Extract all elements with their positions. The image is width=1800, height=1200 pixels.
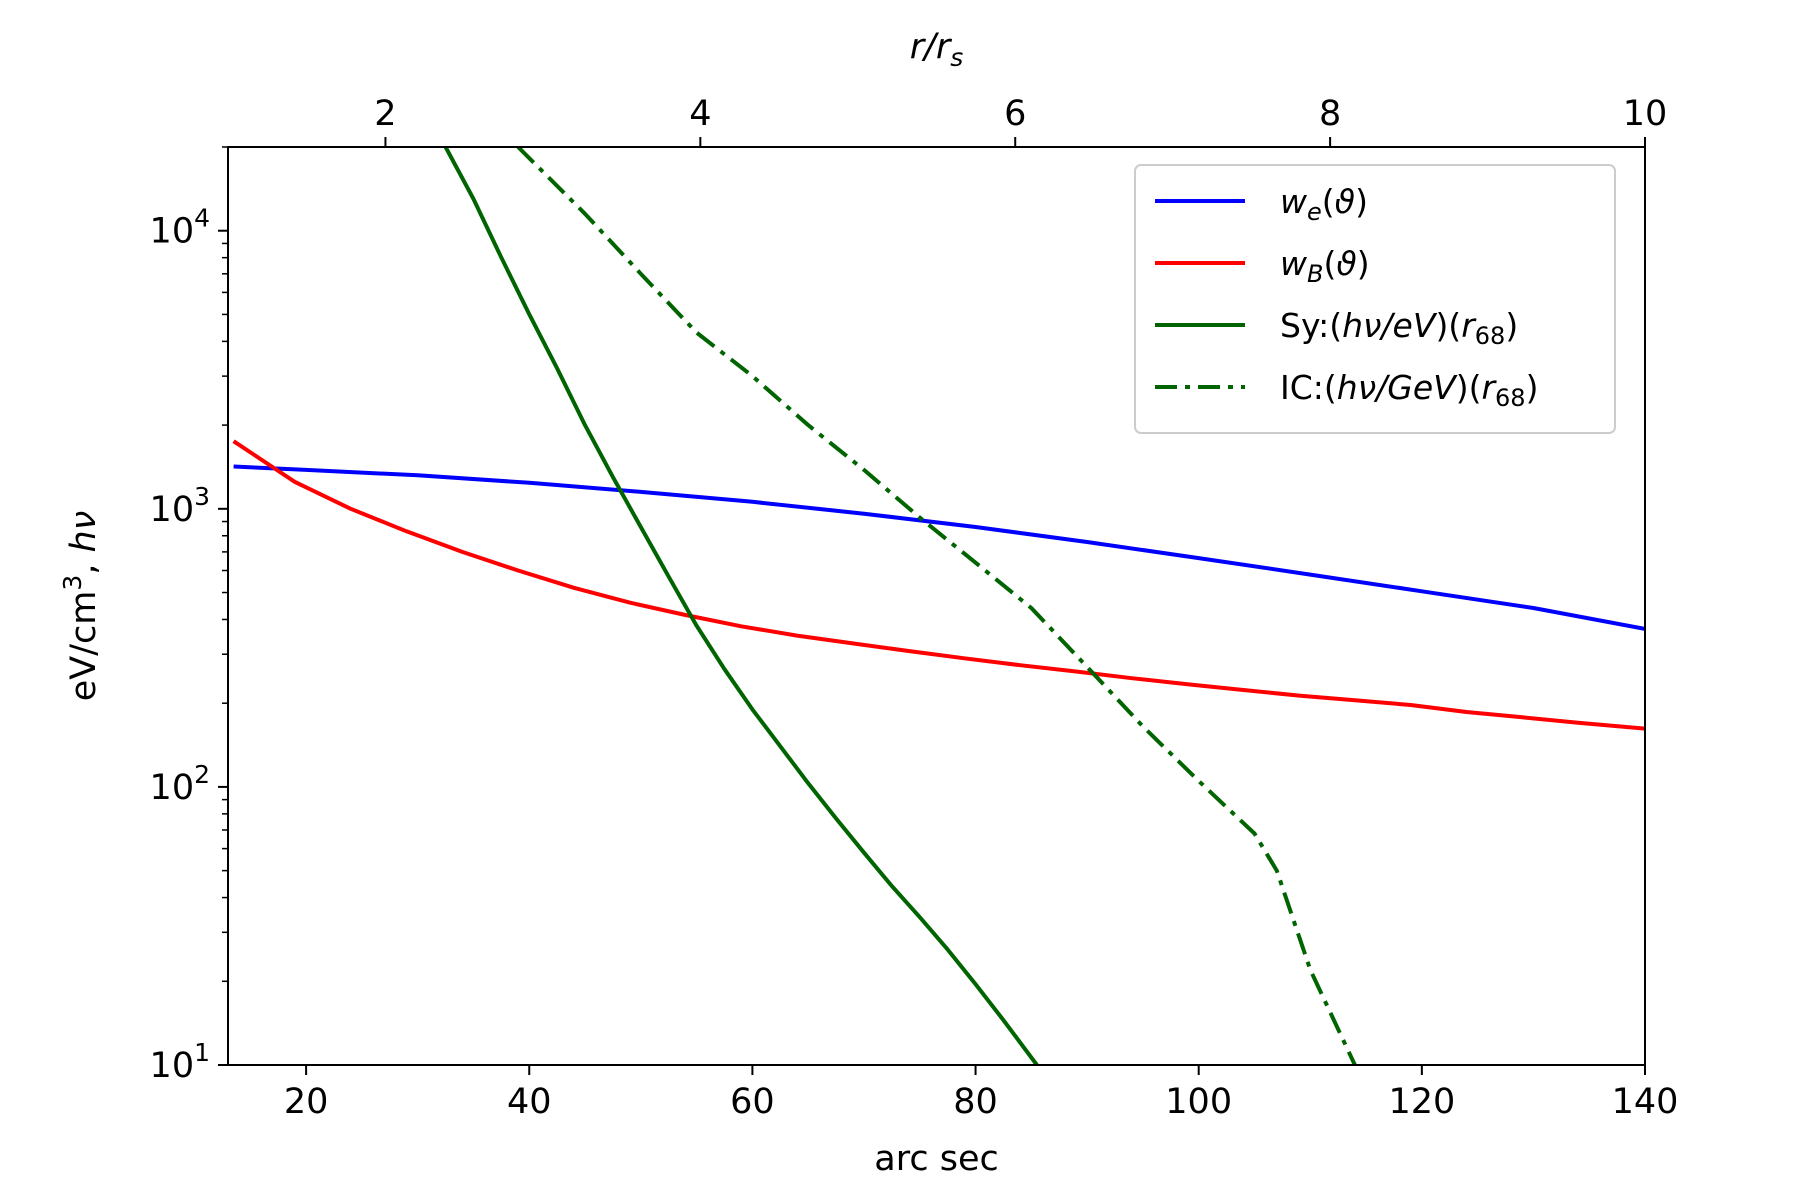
- x-tick-label: 40: [507, 1082, 552, 1122]
- y-tick-label: 101: [150, 1038, 210, 1086]
- series-line-3: [443, 147, 1039, 1065]
- top-tick-label: 10: [1623, 94, 1668, 134]
- series-layer: [232, 147, 1645, 1065]
- series-line-2: [232, 439, 1645, 731]
- legend-label-3: Sy:(hν/eV)(r68): [1280, 306, 1518, 350]
- x-tick-label: 20: [284, 1082, 329, 1122]
- x-tick-label: 140: [1612, 1082, 1679, 1122]
- top-tick-label: 8: [1319, 94, 1341, 134]
- plot-frame: [227, 146, 1646, 1066]
- y-tick-label: 103: [150, 482, 210, 530]
- legend-label-4: IC:(hν/GeV)(r68): [1280, 368, 1538, 412]
- legend-label-2: wB(ϑ): [1280, 244, 1370, 288]
- legend-box: [1134, 164, 1616, 434]
- series-line-1: [233, 464, 1645, 631]
- top-tick-label: 4: [689, 94, 711, 134]
- x-tick-label: 60: [730, 1082, 775, 1122]
- top-axis-label: r/rs: [910, 27, 964, 72]
- series-line-4: [516, 147, 1357, 1065]
- y-tick-label: 102: [150, 760, 210, 808]
- x-axis-label: arc sec: [874, 1139, 998, 1179]
- legend: we(ϑ) wB(ϑ) Sy:(hν/eV)(r68) IC:(hν/GeV)(r68…: [1134, 164, 1616, 434]
- y-axis-label: eV/cm3, hν: [58, 511, 104, 702]
- top-tick-label: 2: [374, 94, 396, 134]
- y-tick-label: 104: [150, 204, 210, 252]
- x-tick-label: 100: [1165, 1082, 1232, 1122]
- legend-label-1: we(ϑ): [1280, 182, 1368, 226]
- x-tick-label: 120: [1388, 1082, 1455, 1122]
- x-tick-label: 80: [953, 1082, 998, 1122]
- top-tick-label: 6: [1004, 94, 1026, 134]
- ticks-layer: 20 40 60 80 100 120 140 2 4 6 8 10 101 102 103 104: [150, 94, 1679, 1122]
